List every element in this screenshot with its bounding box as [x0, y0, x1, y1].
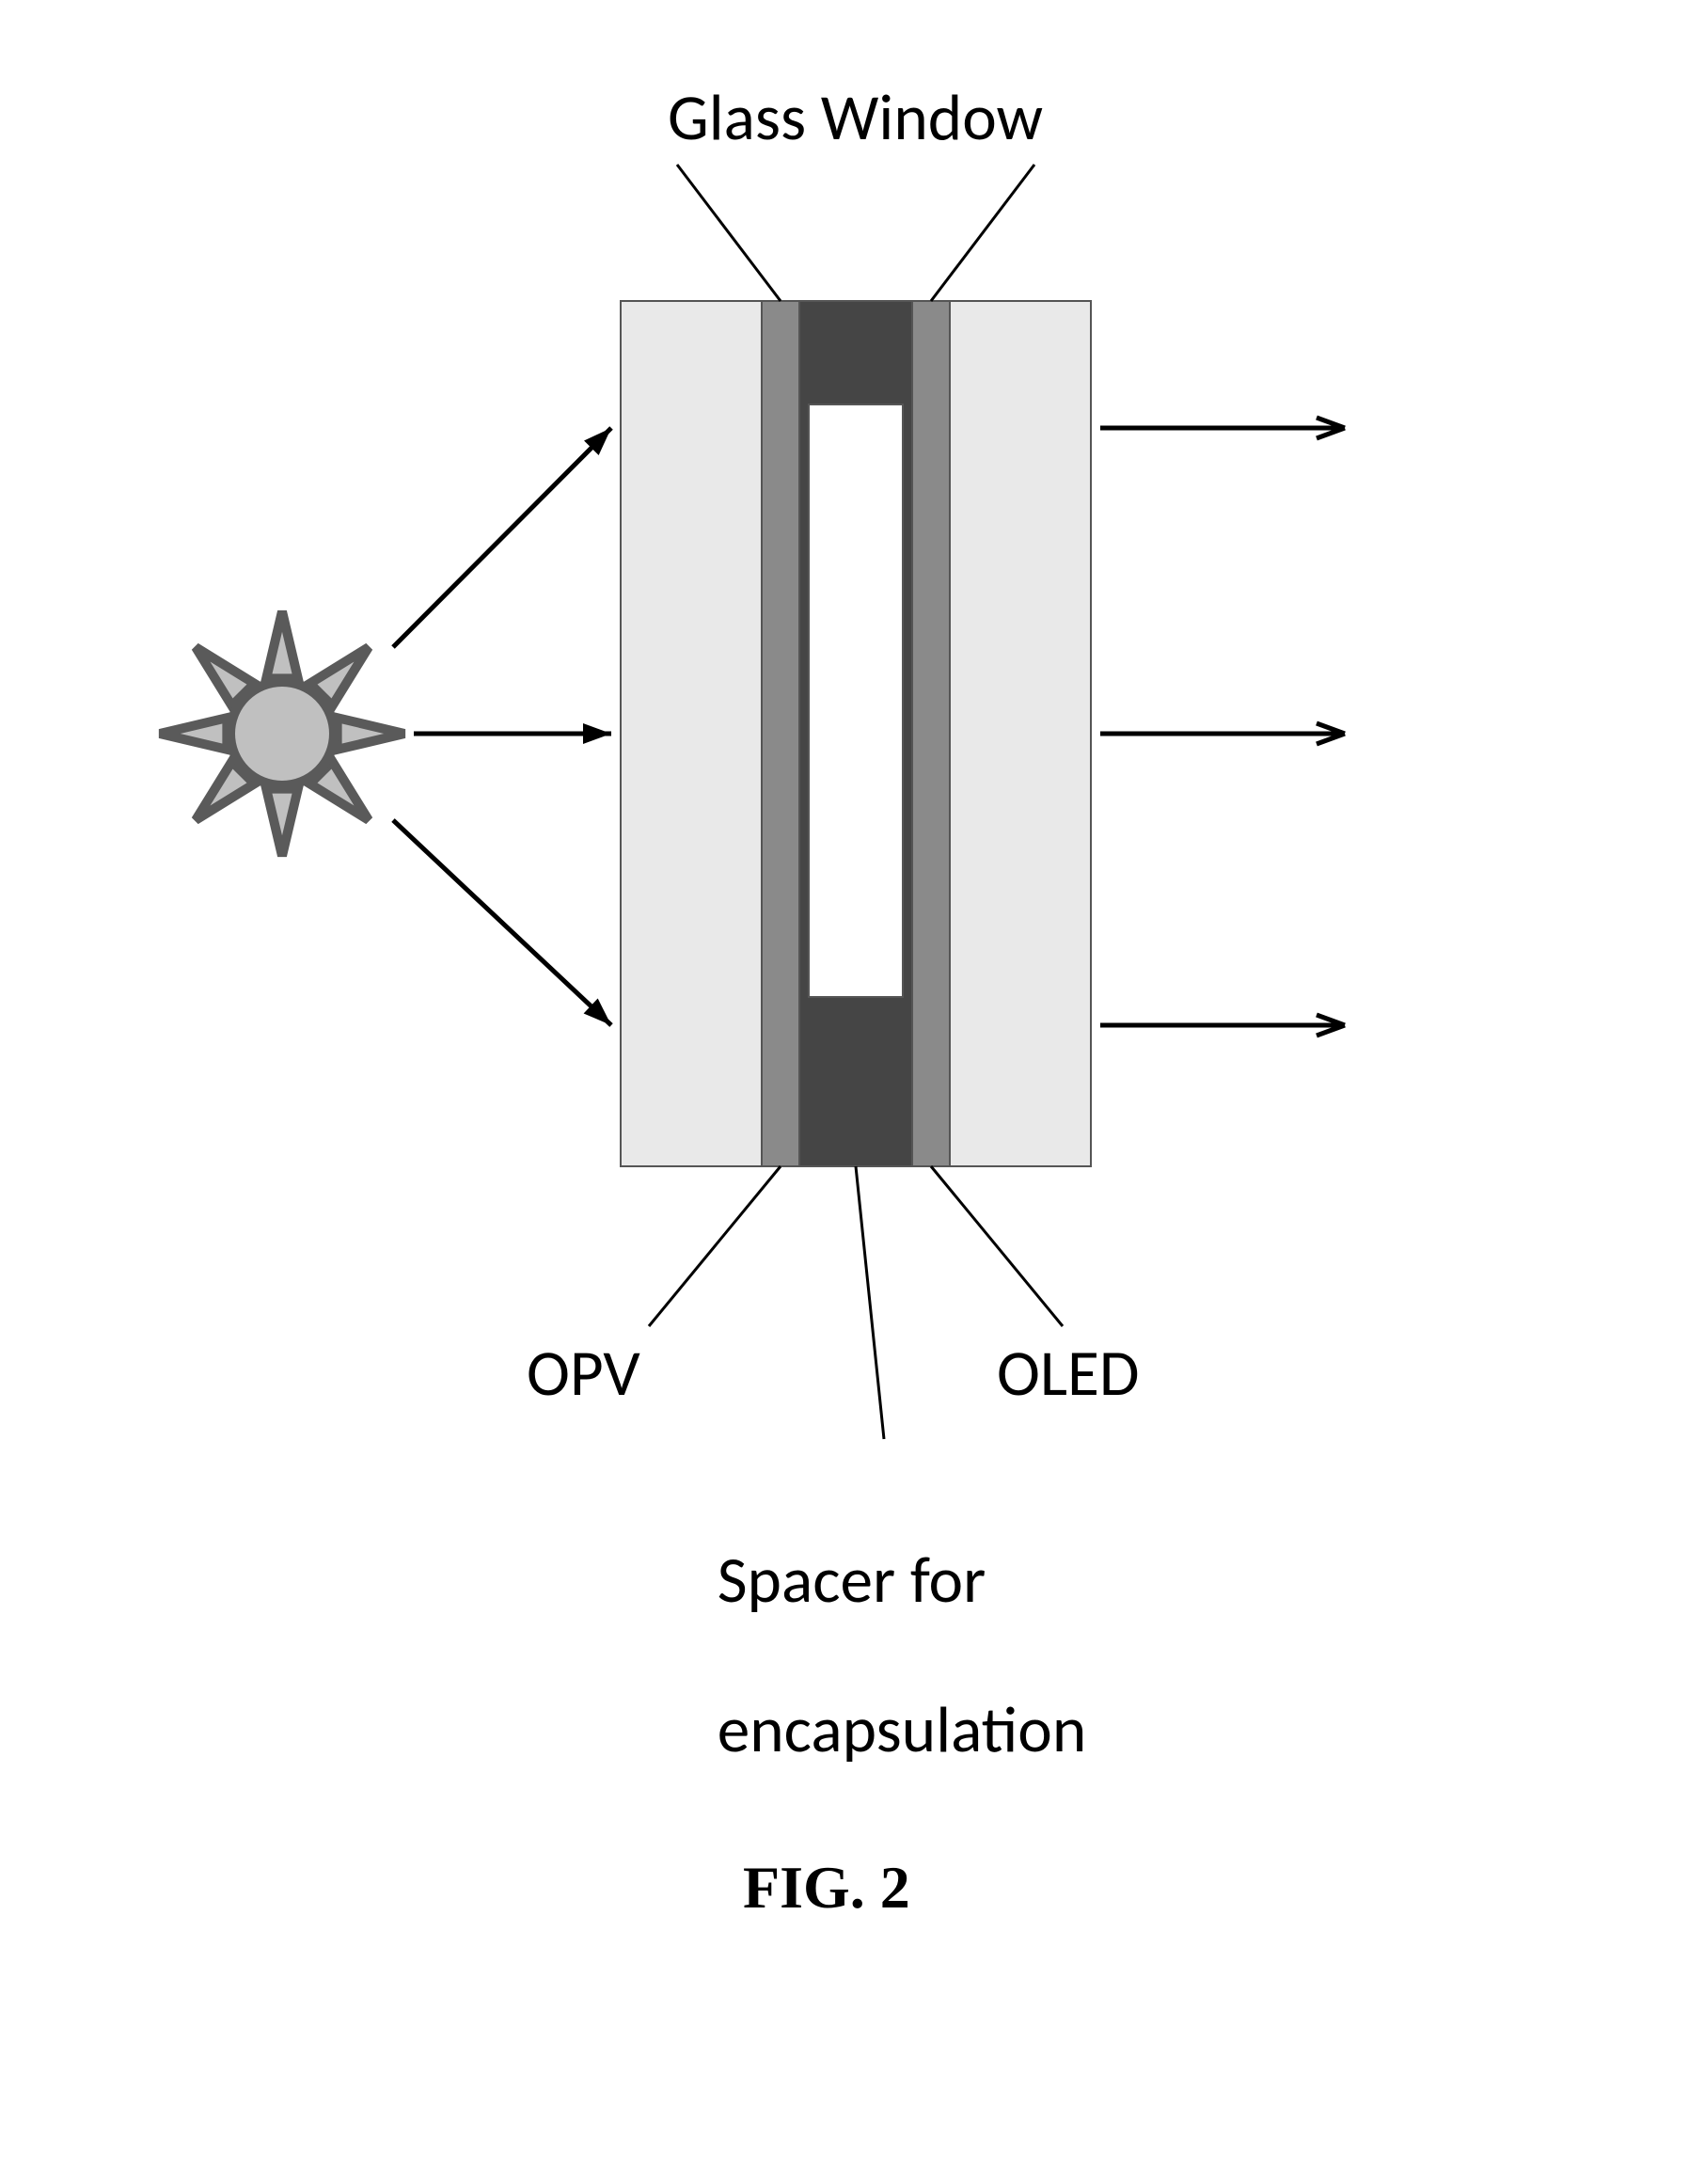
spacer-label-line1: Spacer for	[718, 1540, 986, 1620]
leader-line	[931, 1166, 1063, 1326]
spacer-label-line2: encapsulation	[718, 1689, 1087, 1769]
light-arrow	[393, 820, 611, 1025]
sun-ray	[266, 789, 298, 856]
light-arrow	[393, 428, 611, 647]
sun-ray	[266, 611, 298, 678]
glass-pane-left	[621, 301, 762, 1166]
figure-page: Glass Window OPV OLED Spacer for encapsu…	[0, 0, 1704, 2184]
sun-ray	[338, 718, 404, 750]
leader-line	[649, 1166, 781, 1326]
leader-line	[856, 1166, 884, 1439]
glass-pane-right	[950, 301, 1091, 1166]
leader-line	[931, 165, 1034, 301]
opv-layer	[762, 301, 799, 1166]
opv-label: OPV	[527, 1336, 640, 1411]
leader-line	[677, 165, 781, 301]
spacer-label: Spacer for encapsulation	[658, 1467, 1086, 1843]
sun-ray	[160, 718, 227, 750]
sun-icon	[230, 682, 334, 785]
glass-window-label: Glass Window	[668, 80, 1043, 155]
figure-caption: FIG. 2	[743, 1853, 910, 1923]
oled-label: OLED	[997, 1336, 1140, 1411]
encapsulation-cavity	[809, 404, 903, 997]
oled-layer	[912, 301, 950, 1166]
